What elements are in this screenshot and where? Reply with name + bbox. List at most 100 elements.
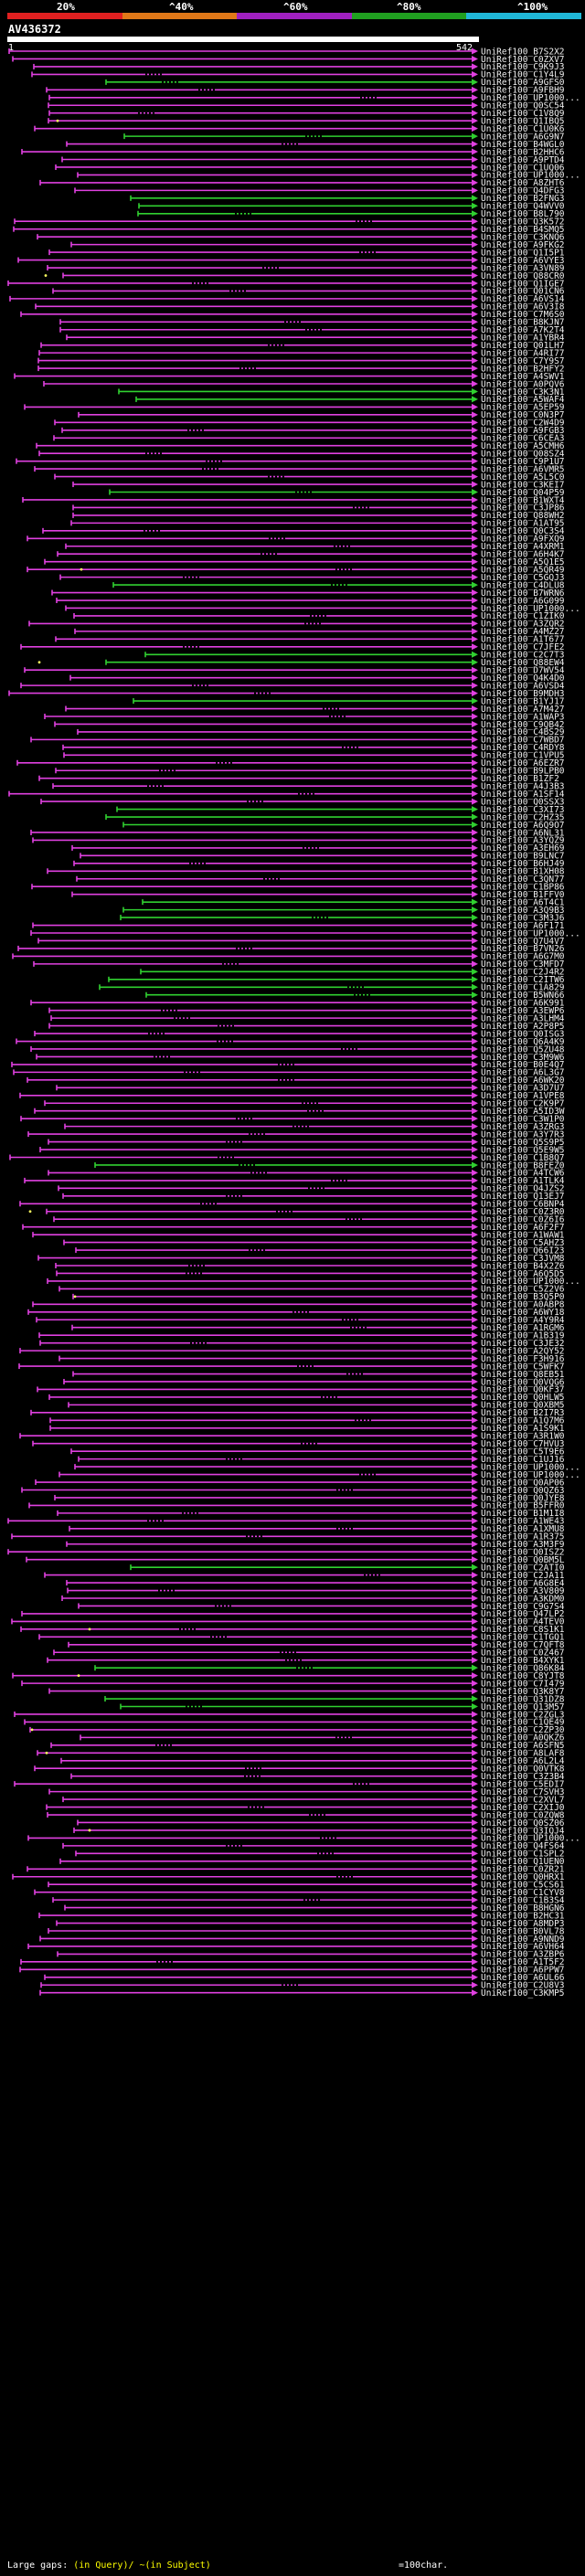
hit-row[interactable]: UniRef100_A1S9K1 bbox=[49, 1424, 565, 1434]
hit-row[interactable]: UniRef100_A6K991 bbox=[30, 998, 565, 1008]
hit-row[interactable]: UniRef100_A1SF14 bbox=[8, 790, 565, 800]
hit-row[interactable]: UniRef100_Q01LH7 bbox=[40, 341, 565, 351]
hit-row[interactable]: UniRef100_A3EWP6 bbox=[48, 1006, 565, 1016]
hit-row[interactable]: UniRef100_B5FFR0 bbox=[28, 1501, 565, 1511]
hit-row[interactable]: UniRef100_C7WBD7 bbox=[30, 736, 565, 746]
hit-row[interactable]: UniRef100_B2FNG3 bbox=[130, 194, 565, 204]
hit-row[interactable]: UniRef100_A9FGB3 bbox=[61, 426, 565, 436]
hit-row[interactable]: UniRef100_Q13M57 bbox=[120, 1702, 565, 1712]
hit-row[interactable]: UniRef100_C1A829 bbox=[99, 983, 565, 993]
hit-row[interactable]: UniRef100_A5QR49 bbox=[27, 565, 565, 575]
hit-row[interactable]: UniRef100_A5CMH6 bbox=[36, 441, 565, 451]
hit-row[interactable]: UniRef100_C5CS61 bbox=[48, 1881, 565, 1891]
hit-row[interactable]: UniRef100_A5L5C0 bbox=[54, 472, 565, 482]
hit-row[interactable]: UniRef100_C3K3N1 bbox=[118, 387, 565, 398]
hit-row[interactable]: UniRef100_C7SVH3 bbox=[48, 1787, 565, 1797]
hit-row[interactable]: UniRef100_C0ZR21 bbox=[27, 1865, 565, 1875]
hit-row[interactable]: UniRef100_A1T677 bbox=[55, 635, 565, 645]
hit-row[interactable]: UniRef100_B0E4Q7 bbox=[11, 1060, 565, 1070]
hit-row[interactable]: UniRef100_Q0BM5L bbox=[26, 1555, 565, 1565]
hit-row[interactable]: UniRef100_A3V809 bbox=[67, 1586, 565, 1596]
hit-row[interactable]: UniRef100_B4XYK1 bbox=[47, 1656, 565, 1666]
hit-row[interactable]: UniRef100_UP1000... bbox=[48, 93, 580, 103]
hit-row[interactable]: UniRef100_Q86K84 bbox=[94, 1663, 565, 1673]
hit-row[interactable]: UniRef100_B7VN26 bbox=[17, 944, 565, 954]
hit-row[interactable]: UniRef100_A3Q9B3 bbox=[122, 906, 565, 916]
hit-row[interactable]: UniRef100_UP1000... bbox=[74, 1462, 580, 1472]
hit-row[interactable]: UniRef100_B2HHC6 bbox=[21, 147, 565, 157]
hit-row[interactable]: UniRef100_A1TLK4 bbox=[24, 1176, 565, 1186]
hit-row[interactable]: UniRef100_A8ZHT6 bbox=[39, 178, 565, 188]
hit-row[interactable]: UniRef100_A4J3B3 bbox=[52, 781, 565, 791]
hit-row[interactable]: UniRef100_Q0XBM5 bbox=[68, 1401, 565, 1411]
hit-row[interactable]: UniRef100_A6PPW7 bbox=[19, 1966, 565, 1976]
hit-row[interactable]: UniRef100_A6G8E4 bbox=[66, 1578, 565, 1588]
hit-row[interactable]: UniRef100_A6VYE3 bbox=[17, 256, 565, 266]
hit-row[interactable]: UniRef100_A6EZR7 bbox=[16, 758, 565, 769]
hit-row[interactable]: UniRef100_Q0C3S4 bbox=[42, 526, 565, 536]
hit-row[interactable]: UniRef100_A4Y9R4 bbox=[36, 1316, 565, 1326]
hit-row[interactable]: UniRef100_A9FXQ9 bbox=[27, 535, 565, 545]
hit-row[interactable]: UniRef100_Q88WH2 bbox=[72, 511, 565, 521]
hit-row[interactable]: UniRef100_A5Q1E5 bbox=[44, 557, 565, 567]
hit-row[interactable]: UniRef100_A3Y7R3 bbox=[27, 1129, 565, 1140]
hit-row[interactable]: UniRef100_C4RDY8 bbox=[62, 743, 565, 753]
hit-row[interactable]: UniRef100_A9PTD4 bbox=[61, 155, 565, 165]
hit-row[interactable]: UniRef100_Q0SZ06 bbox=[77, 1818, 565, 1829]
hit-row[interactable]: UniRef100_A1WAP3 bbox=[44, 712, 565, 722]
hit-row[interactable]: UniRef100_Q47LP2 bbox=[21, 1609, 565, 1619]
hit-row[interactable]: UniRef100_C3MFD7 bbox=[33, 959, 565, 970]
hit-row[interactable]: UniRef100_B7S2X2 bbox=[8, 47, 565, 57]
hit-row[interactable]: UniRef100_B2HFY2 bbox=[37, 364, 565, 374]
hit-row[interactable]: UniRef100_C1ZIK0 bbox=[73, 611, 565, 621]
hit-row[interactable]: UniRef100_C1U0K6 bbox=[34, 124, 565, 134]
hit-row[interactable]: UniRef100_UP1000... bbox=[65, 604, 580, 614]
hit-row[interactable]: UniRef100_A3LHM4 bbox=[50, 1013, 565, 1023]
hit-row[interactable]: UniRef100_Q04P59 bbox=[109, 488, 565, 498]
hit-row[interactable]: UniRef100_Q0SSX3 bbox=[40, 797, 565, 807]
hit-row[interactable]: UniRef100_Q1I5P1 bbox=[48, 248, 565, 258]
hit-row[interactable]: UniRef100_A0QKZ6 bbox=[80, 1733, 565, 1744]
hit-row[interactable]: UniRef100_Q8EB51 bbox=[72, 1370, 565, 1380]
hit-row[interactable]: UniRef100_Q3IQJ4 bbox=[73, 1826, 565, 1836]
hit-row[interactable]: UniRef100_C5T9E6 bbox=[70, 1447, 565, 1457]
hit-row[interactable]: UniRef100_B1M1I8 bbox=[57, 1509, 565, 1519]
hit-row[interactable]: UniRef100_Q0VTK8 bbox=[34, 1765, 565, 1775]
hit-row[interactable]: UniRef100_B8KJN7 bbox=[59, 318, 565, 328]
hit-row[interactable]: UniRef100_C8YJT8 bbox=[12, 1671, 565, 1681]
hit-row[interactable]: UniRef100_B1XH08 bbox=[47, 867, 565, 877]
hit-row[interactable]: UniRef100_C3JP86 bbox=[72, 504, 565, 514]
hit-row[interactable]: UniRef100_Q5E9W5 bbox=[39, 1145, 565, 1155]
hit-row[interactable]: UniRef100_Q0KF37 bbox=[37, 1385, 565, 1395]
hit-row[interactable]: UniRef100_B1YJ17 bbox=[133, 696, 565, 706]
hit-row[interactable]: UniRef100_C1CYV8 bbox=[34, 1888, 565, 1898]
hit-row[interactable]: UniRef100_A1RGM6 bbox=[71, 1323, 565, 1333]
hit-row[interactable]: UniRef100_B0VL78 bbox=[48, 1926, 565, 1936]
hit-row[interactable]: UniRef100_C2ZGL3 bbox=[14, 1710, 565, 1720]
hit-row[interactable]: UniRef100_A8LAF8 bbox=[37, 1749, 565, 1759]
hit-row[interactable]: UniRef100_C5Z2V6 bbox=[58, 1285, 565, 1295]
hit-row[interactable]: UniRef100_A3D7U7 bbox=[56, 1084, 565, 1094]
hit-row[interactable]: UniRef100_A1AT95 bbox=[70, 519, 565, 529]
hit-row[interactable]: UniRef100_B8L790 bbox=[137, 209, 565, 219]
hit-row[interactable]: UniRef100_C0ZQW8 bbox=[47, 1810, 565, 1820]
hit-row[interactable]: UniRef100_A6WK20 bbox=[27, 1076, 565, 1086]
hit-row[interactable]: UniRef100_C7HVU3 bbox=[32, 1439, 565, 1449]
hit-row[interactable]: UniRef100_C1BP86 bbox=[31, 883, 565, 893]
hit-row[interactable]: UniRef100_B1ZF2 bbox=[38, 774, 559, 784]
hit-row[interactable]: UniRef100_C3W1P0 bbox=[20, 1114, 565, 1124]
hit-row[interactable]: UniRef100_UP1000... bbox=[58, 1470, 580, 1480]
hit-row[interactable]: UniRef100_A6L2L4 bbox=[60, 1756, 565, 1766]
hit-row[interactable]: UniRef100_Q88EW4 bbox=[37, 658, 565, 668]
hit-row[interactable]: UniRef100_A5EP59 bbox=[24, 403, 565, 413]
hit-row[interactable]: UniRef100_Q4WVV0 bbox=[138, 202, 565, 212]
hit-row[interactable]: UniRef100_C1VPU5 bbox=[63, 751, 565, 761]
hit-row[interactable]: UniRef100_A6G9N7 bbox=[123, 132, 565, 142]
hit-row[interactable]: UniRef100_C9K9J3 bbox=[33, 62, 565, 72]
hit-row[interactable]: UniRef100_B8HGN6 bbox=[64, 1903, 565, 1913]
hit-row[interactable]: UniRef100_C3M3J6 bbox=[120, 913, 565, 923]
hit-row[interactable]: UniRef100_A6H4K7 bbox=[57, 550, 565, 560]
hit-row[interactable]: UniRef100_A6VS14 bbox=[9, 294, 565, 304]
hit-row[interactable]: UniRef100_C3M9W6 bbox=[36, 1053, 565, 1063]
hit-row[interactable]: UniRef100_B9LNC7 bbox=[80, 852, 565, 862]
